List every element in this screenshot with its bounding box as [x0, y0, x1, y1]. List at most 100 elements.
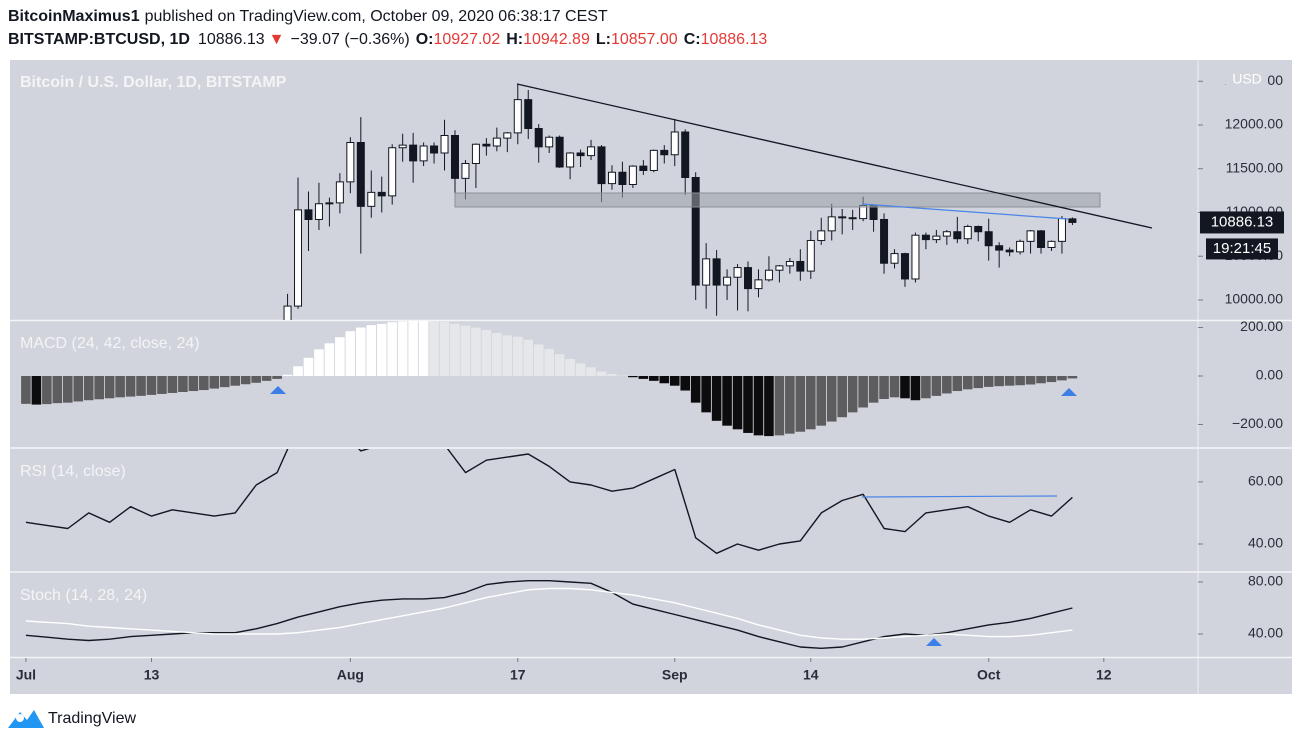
indicator-line [25, 449, 1073, 554]
candle-body [890, 253, 899, 264]
histogram-bar [230, 376, 241, 386]
histogram-bar [983, 376, 994, 387]
candle-body [660, 149, 669, 156]
unit-box [1226, 70, 1268, 90]
histogram-bar [397, 321, 408, 377]
histogram-bar [376, 323, 387, 377]
candle-body [325, 202, 334, 205]
histogram-bar [492, 332, 502, 377]
pane-title: Bitcoin / U.S. Dollar, 1D, BITSTAMP [20, 74, 287, 91]
pane-title: Stoch (14, 28, 24) [20, 587, 147, 604]
histogram-bar [586, 367, 596, 377]
candle-body [691, 176, 700, 286]
candle-body [806, 239, 815, 272]
candle-body [597, 146, 606, 185]
change: −39.07 (−0.36%) [291, 31, 410, 48]
y-tick-label: 12000.00 [1225, 116, 1284, 132]
signal-arrow [926, 638, 942, 646]
candle-body [639, 165, 648, 171]
high-value: 10942.89 [523, 31, 590, 48]
x-tick-label: 12 [1096, 667, 1112, 683]
candle-body [1047, 240, 1056, 248]
histogram-bar [418, 321, 429, 377]
histogram-bar [31, 376, 42, 405]
histogram-bar [795, 376, 806, 432]
signal-arrow [1061, 388, 1077, 396]
candle-body [482, 143, 491, 147]
candle-body [503, 132, 512, 139]
candle-body [566, 152, 575, 168]
candle-body [995, 245, 1004, 251]
candle-body [1016, 240, 1025, 253]
pane-title: MACD (24, 42, close, 24) [20, 335, 200, 352]
y-tick-label: 0.00 [1256, 367, 1283, 383]
candle-body [1005, 249, 1014, 253]
low-label: L: [596, 31, 611, 48]
candle-body [649, 149, 658, 171]
candle-body [900, 253, 909, 280]
histogram-bar [167, 376, 178, 393]
histogram-bar [73, 376, 84, 402]
y-tick-label: 10000.00 [1225, 291, 1284, 307]
histogram-bar [596, 371, 607, 377]
histogram-bar [858, 376, 868, 408]
histogram-bar [837, 376, 847, 418]
y-tick-label: 40.00 [1248, 625, 1283, 641]
histogram-bar [1004, 376, 1015, 386]
histogram-bar [136, 376, 146, 396]
histogram-bar [115, 376, 125, 398]
histogram-bar [272, 376, 282, 379]
header-line-1: BitcoinMaximus1 published on TradingView.… [8, 8, 608, 25]
author: BitcoinMaximus1 [8, 8, 140, 25]
x-tick-label: Jul [16, 667, 36, 683]
pane-title: RSI (14, close) [20, 463, 126, 480]
candle-body [827, 216, 836, 232]
histogram-bar [868, 376, 879, 403]
histogram-bar [774, 376, 785, 436]
histogram-bar [94, 376, 104, 400]
histogram-bar [628, 376, 638, 378]
symbol: BITSTAMP:BTCUSD, 1D [8, 31, 190, 48]
candle-body [733, 267, 742, 278]
candle-body [367, 191, 376, 207]
y-tick-label: −200.00 [1232, 415, 1283, 431]
histogram-bar [345, 331, 356, 377]
logo-icon [8, 710, 44, 728]
histogram-bar [188, 376, 199, 392]
histogram-bar [743, 376, 753, 433]
open-value: 10927.02 [433, 31, 500, 48]
candle-body [440, 134, 449, 154]
histogram-bar [439, 321, 450, 377]
candle-body [921, 234, 930, 241]
candle-body [1037, 230, 1046, 248]
countdown-label: 19:21:45 [1213, 240, 1271, 257]
pane [283, 83, 1077, 320]
pane [25, 580, 1073, 649]
plot-layer: 10000.0010500.0011000.0011500.0012000.00… [16, 70, 1284, 683]
candle-body [628, 165, 637, 185]
histogram-bar [1036, 376, 1046, 384]
trend-line [516, 83, 1153, 229]
histogram-bar [575, 363, 586, 377]
candle-body [974, 225, 983, 233]
histogram-bar [1067, 376, 1078, 379]
histogram-bar [429, 321, 439, 377]
logo-dot [16, 714, 24, 722]
candle-body [346, 141, 355, 183]
candle-body [723, 276, 732, 286]
candle-body [409, 144, 418, 162]
candle-body [1026, 230, 1035, 242]
signal-arrow [270, 386, 286, 394]
published: published on TradingView.com, October 09… [145, 8, 608, 25]
countdown-tag [1206, 238, 1278, 260]
candle-body [356, 141, 365, 207]
trend-line-blue [861, 203, 1069, 220]
histogram-bar [157, 376, 167, 394]
histogram-bar [764, 376, 774, 437]
candle-body [335, 181, 344, 204]
candle-body [430, 145, 439, 154]
candle-body [838, 216, 847, 219]
pane [25, 449, 1073, 554]
histogram-bar [805, 376, 816, 430]
low-value: 10857.00 [611, 31, 678, 48]
